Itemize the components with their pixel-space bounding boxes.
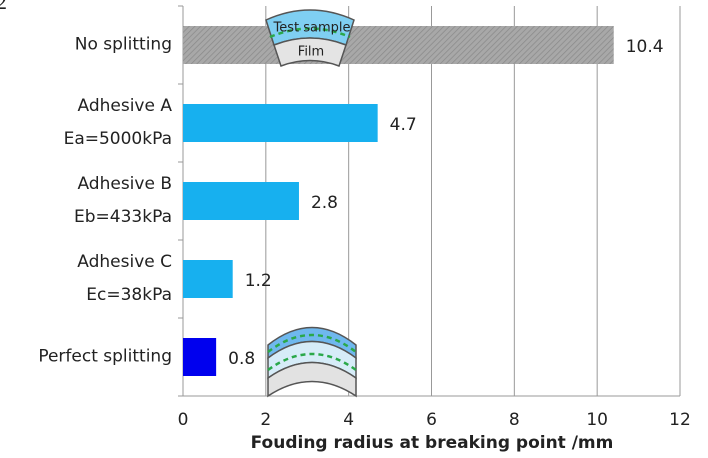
inset-bottom — [268, 328, 356, 397]
x-tick-label: 6 — [426, 410, 437, 430]
plot: 0 2 4 6 8 10 12 Fouding radius at breaking poin… — [178, 6, 691, 453]
value-label: 1.2 — [245, 271, 272, 291]
value-label: 0.8 — [228, 349, 255, 369]
x-tick-label: 12 — [669, 410, 691, 430]
x-axis-title: Fouding radius at breaking point /mm — [251, 433, 614, 453]
annotation: Film — [298, 45, 324, 60]
x-tick-label: 0 — [178, 410, 189, 430]
y-tick-label: Perfect splitting — [0, 341, 172, 374]
inset-top: Test sample Film — [266, 10, 354, 66]
y-tick-label: Adhesive C Ec=38kPa — [0, 246, 172, 312]
annotation: Test sample — [273, 21, 351, 36]
chart: 2 0 2 4 6 8 10 12 Fouding radius at breaking po… — [0, 0, 708, 458]
x-tick-label: 8 — [509, 410, 520, 430]
x-tick-label: 4 — [343, 410, 354, 430]
y-tick-label: Adhesive B Eb=433kPa — [0, 168, 172, 234]
y-tick-label: No splitting — [0, 29, 172, 62]
x-tick-label: 10 — [586, 410, 608, 430]
bar — [183, 26, 614, 64]
bar — [183, 182, 299, 220]
value-label: 10.4 — [626, 37, 664, 57]
value-label: 4.7 — [390, 115, 417, 135]
bar — [183, 104, 378, 142]
x-tick-label: 2 — [260, 410, 271, 430]
value-label: 2.8 — [311, 193, 338, 213]
fragment: 2 — [0, 0, 7, 14]
bar — [183, 260, 233, 298]
y-tick-label: Adhesive A Ea=5000kPa — [0, 90, 172, 156]
bar — [183, 338, 216, 376]
